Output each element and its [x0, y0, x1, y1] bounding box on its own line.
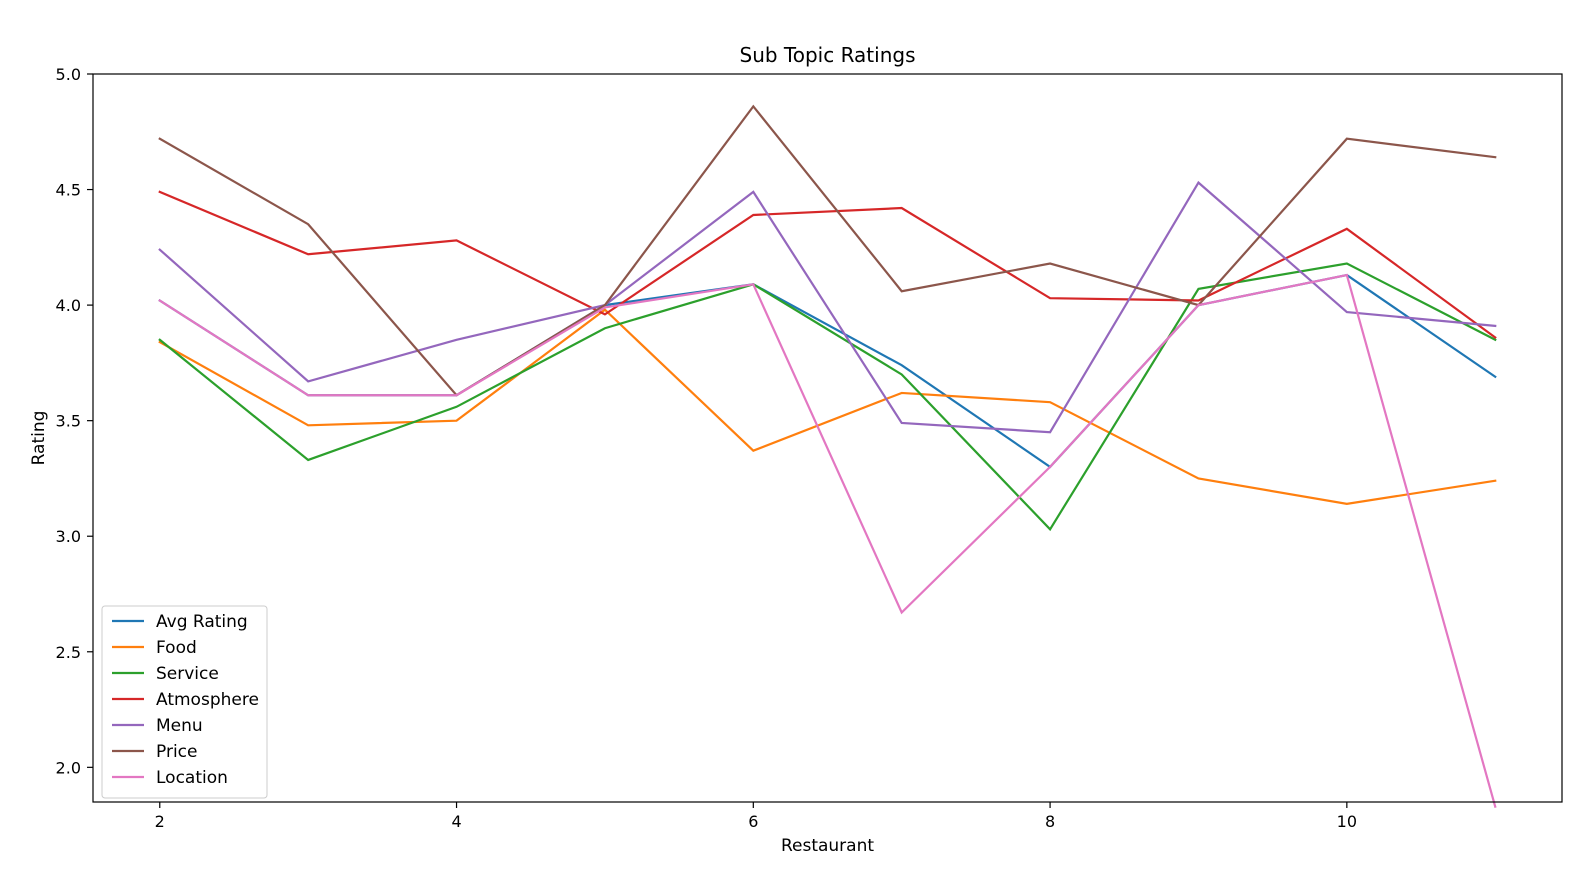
y-tick-label: 3.5: [56, 412, 81, 431]
x-axis-ticks: 2 4 6 8 10: [155, 802, 1357, 831]
plot-frame: [92, 73, 1563, 803]
series-layer: [158, 104, 1497, 808]
legend-label: Location: [156, 768, 228, 788]
chart-title: Sub Topic Ratings: [740, 43, 916, 67]
legend: Avg Rating Food Service Atmosphere Menu Price…: [101, 605, 268, 799]
legend-label: Service: [156, 664, 219, 684]
y-tick-label: 2.5: [56, 643, 81, 662]
legend-label: Menu: [156, 716, 203, 736]
legend-label: Price: [156, 742, 197, 762]
y-axis-ticks: 2.0 2.5 3.0 3.5 4.0 4.5 5.0: [56, 65, 93, 777]
y-tick-label: 2.0: [56, 758, 81, 777]
legend-label: Atmosphere: [156, 690, 259, 710]
legend-label: Avg Rating: [156, 612, 248, 632]
series-line-avg-rating: [158, 273, 1497, 469]
y-tick-label: 4.5: [56, 181, 81, 200]
y-axis-label: Rating: [29, 411, 49, 466]
series-line-menu: [158, 180, 1497, 434]
x-tick-label: 6: [748, 812, 758, 831]
x-axis-label: Restaurant: [781, 836, 874, 856]
x-tick-label: 4: [451, 812, 461, 831]
legend-label: Food: [156, 638, 197, 658]
series-line-food: [158, 308, 1497, 505]
y-tick-label: 3.0: [56, 527, 81, 546]
series-line-atmosphere: [158, 190, 1497, 340]
x-tick-label: 10: [1337, 812, 1357, 831]
series-line-service: [158, 262, 1497, 532]
y-tick-label: 5.0: [56, 65, 81, 84]
series-line-location: [158, 273, 1497, 808]
y-tick-label: 4.0: [56, 296, 81, 315]
x-tick-label: 2: [155, 812, 165, 831]
series-line-price: [158, 104, 1497, 397]
x-tick-label: 8: [1045, 812, 1055, 831]
